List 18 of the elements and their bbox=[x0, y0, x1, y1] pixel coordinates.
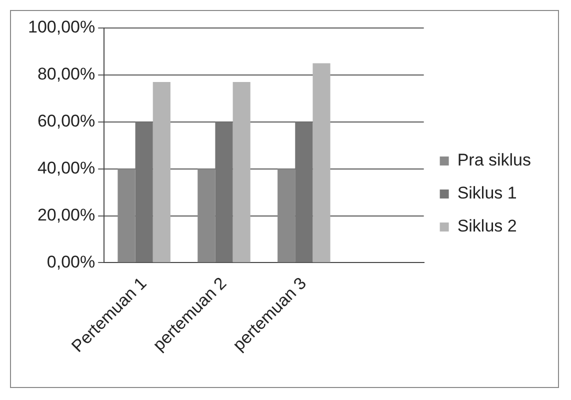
y-tick-label: 20,00% bbox=[37, 205, 96, 224]
bar bbox=[295, 122, 313, 262]
y-tick-label: 40,00% bbox=[37, 158, 96, 178]
legend-label: Siklus 2 bbox=[457, 216, 517, 236]
bar bbox=[118, 168, 136, 262]
legend-label: Siklus 1 bbox=[457, 184, 517, 203]
y-tick-label: 60,00% bbox=[37, 112, 96, 131]
bar bbox=[232, 82, 250, 262]
bar bbox=[152, 82, 170, 262]
y-tick-label: 100,00% bbox=[28, 18, 96, 37]
legend-label: Pra siklus bbox=[457, 150, 531, 170]
bar bbox=[278, 168, 296, 262]
bar bbox=[135, 122, 153, 262]
bar bbox=[312, 63, 330, 262]
y-tick-label: 80,00% bbox=[37, 64, 96, 84]
y-tick-label: 0,00% bbox=[46, 252, 96, 272]
bar bbox=[215, 122, 233, 262]
bar bbox=[198, 168, 216, 262]
